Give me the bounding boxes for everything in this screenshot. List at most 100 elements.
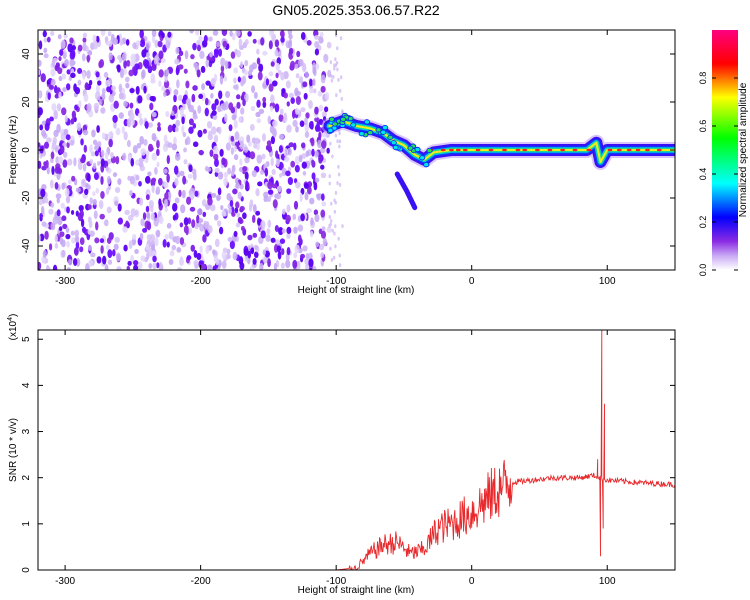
noise-speckle	[267, 115, 272, 125]
noise-speckle	[38, 59, 42, 67]
noise-speckle	[78, 100, 82, 108]
noise-speckle	[330, 201, 333, 206]
noise-speckle	[43, 141, 50, 149]
noise-speckle	[235, 181, 240, 189]
noise-speckle	[235, 30, 241, 37]
noise-speckle	[205, 58, 209, 68]
signal-peak-dash	[586, 148, 592, 152]
noise-speckle	[71, 175, 76, 182]
noise-speckle	[201, 199, 207, 207]
noise-speckle	[153, 55, 158, 65]
noise-speckle	[307, 186, 312, 195]
noise-speckle	[193, 249, 198, 258]
noise-speckle	[66, 240, 70, 248]
noise-speckle	[140, 218, 145, 227]
noise-speckle	[292, 119, 298, 128]
noise-speckle	[306, 40, 312, 46]
noise-speckle	[108, 138, 113, 148]
noise-speckle	[70, 59, 75, 66]
noise-speckle	[192, 109, 197, 115]
noise-speckle	[244, 156, 250, 164]
noise-speckle	[235, 94, 241, 100]
noise-speckle	[103, 71, 109, 79]
noise-speckle	[294, 107, 300, 115]
noise-speckle	[139, 30, 144, 39]
noise-speckle	[83, 144, 88, 153]
noise-speckle	[172, 214, 177, 221]
noise-speckle	[41, 165, 47, 171]
noise-speckle	[335, 93, 338, 98]
noise-speckle	[239, 205, 245, 212]
noise-speckle	[237, 216, 243, 224]
noise-speckle	[157, 122, 161, 128]
noise-speckle	[323, 53, 329, 63]
noise-speckle	[278, 114, 284, 122]
noise-speckle	[321, 111, 327, 118]
noise-speckle	[294, 164, 300, 173]
noise-speckle	[336, 181, 339, 186]
noise-speckle	[304, 192, 309, 201]
signal-peak-dash	[515, 148, 521, 152]
noise-speckle	[43, 53, 49, 59]
noise-speckle	[127, 214, 134, 221]
noise-speckle	[191, 93, 196, 103]
noise-speckle	[219, 149, 224, 157]
noise-speckle	[320, 74, 326, 84]
noise-speckle	[280, 262, 285, 269]
noise-speckle	[95, 143, 100, 150]
noise-speckle	[237, 76, 241, 83]
noise-speckle	[279, 30, 285, 38]
noise-speckle	[123, 131, 128, 141]
noise-speckle	[53, 129, 59, 138]
noise-speckle	[65, 227, 70, 234]
noise-speckle	[289, 60, 296, 70]
noise-speckle	[105, 187, 110, 195]
noise-speckle	[133, 264, 139, 270]
noise-speckle	[140, 255, 146, 262]
noise-speckle	[319, 243, 325, 251]
noise-speckle	[41, 221, 47, 227]
noise-speckle	[125, 82, 130, 89]
noise-speckle	[51, 103, 57, 112]
noise-speckle	[244, 59, 249, 67]
noise-speckle	[112, 90, 116, 97]
noise-speckle	[334, 224, 337, 229]
noise-speckle	[214, 98, 219, 106]
noise-speckle	[189, 206, 196, 212]
noise-speckle	[57, 67, 63, 75]
noise-speckle	[262, 256, 269, 264]
noise-speckle	[244, 38, 249, 45]
noise-speckle	[313, 88, 317, 94]
snr-panel: -300 -200 -100 0 100 0 1 2 3 4 5 Height of straig…	[7, 314, 676, 596]
signal-blob	[380, 129, 387, 135]
noise-speckle	[231, 114, 237, 121]
noise-speckle	[294, 155, 301, 166]
y-tick-label: 5	[21, 336, 32, 342]
noise-speckle	[122, 226, 128, 233]
noise-speckle	[71, 45, 77, 51]
noise-speckle	[106, 206, 112, 214]
noise-speckle	[179, 257, 185, 267]
noise-speckle	[71, 237, 76, 244]
noise-speckle	[207, 225, 213, 234]
noise-speckle	[86, 54, 90, 63]
noise-speckle	[46, 137, 52, 143]
noise-speckle	[114, 236, 120, 243]
noise-speckle	[334, 57, 337, 62]
noise-speckle	[338, 139, 342, 144]
noise-speckle	[203, 220, 208, 228]
noise-speckle	[90, 151, 96, 157]
noise-speckle	[87, 228, 92, 235]
noise-speckle	[125, 38, 130, 46]
noise-speckle	[266, 140, 272, 147]
noise-speckle	[232, 84, 239, 90]
noise-speckle	[304, 117, 308, 126]
noise-speckle	[224, 113, 228, 123]
noise-speckle	[64, 188, 70, 197]
noise-speckle	[279, 238, 286, 245]
noise-speckle	[284, 156, 290, 163]
noise-speckle	[228, 102, 234, 111]
noise-speckle	[329, 141, 332, 146]
noise-speckle	[185, 136, 191, 145]
noise-speckle	[147, 143, 154, 152]
